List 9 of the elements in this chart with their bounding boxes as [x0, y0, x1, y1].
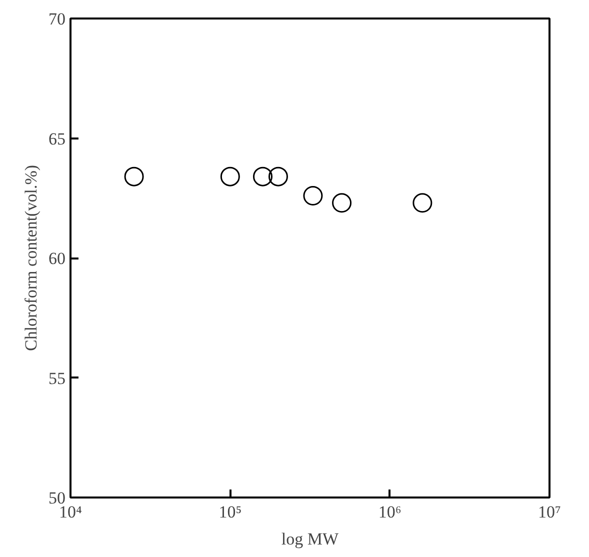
y-tick-label: 55 [48, 368, 66, 388]
x-tick-label: 10⁵ [218, 502, 242, 522]
y-axis-title: Chloroform content(vol.%) [22, 164, 40, 352]
y-tick-label: 60 [48, 249, 66, 268]
y-tick-label: 70 [48, 10, 66, 28]
x-tick-label: 10⁷ [538, 502, 562, 522]
x-tick-label: 10⁶ [378, 502, 402, 522]
x-axis-title: log MW [281, 530, 340, 548]
y-tick-label: 65 [48, 129, 66, 148]
